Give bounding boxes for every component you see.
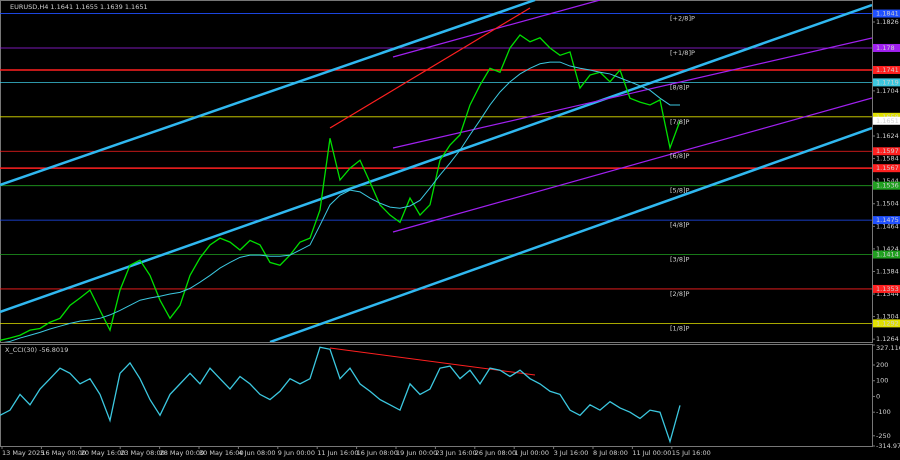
y-tick-label: 1.1424: [876, 245, 899, 253]
x-tick-label: 13 May 2025: [2, 449, 44, 457]
y-tick-label: 1.1584: [876, 155, 899, 163]
murrey-label: [+2/8]P: [670, 15, 695, 23]
level-label: 1.1414: [876, 251, 899, 259]
x-tick-label: 4 Jun 08:00: [238, 449, 275, 457]
x-tick-label: 9 Jun 00:00: [278, 449, 315, 457]
x-tick-label: 15 Jul 16:00: [672, 449, 711, 457]
level-label: 1.1567: [876, 164, 899, 172]
y-tick-label: 1.1704: [876, 87, 899, 95]
murrey-label: [5/8]P: [670, 187, 690, 195]
level-tag: [873, 65, 900, 74]
cci-frame: [0, 344, 873, 447]
cci-tick-label: 200: [876, 361, 888, 369]
y-tick-label: 1.1826: [876, 18, 899, 26]
x-tick-label: 23 May 08:00: [120, 449, 165, 457]
murrey-label: [7/8]P: [670, 118, 690, 126]
level-label: 1.1719: [876, 78, 899, 86]
y-tick-label: 1.1304: [876, 313, 899, 321]
cci-tick-label: 327.116: [876, 344, 900, 352]
level-tag: [873, 43, 900, 52]
level-label: 1.178: [876, 44, 895, 52]
x-tick-label: 11 Jun 16:00: [317, 449, 358, 457]
level-label: 1.1597: [876, 147, 899, 155]
murrey-label: [3/8]P: [670, 256, 690, 264]
level-label: 1.1841: [876, 10, 899, 18]
level-tag: [873, 78, 900, 87]
level-label: 1.1741: [876, 66, 899, 74]
drawings: [0, 0, 872, 342]
x-tick-label: 23 Jun 16:00: [435, 449, 476, 457]
y-tick-label: 1.1504: [876, 200, 899, 208]
murrey-label: [1/8]P: [670, 324, 690, 332]
current-price-tag: [873, 116, 900, 125]
y-tick-label: 1.1464: [876, 222, 899, 230]
y-tick-label: 1.1384: [876, 267, 899, 275]
level-label: 1.1353: [876, 285, 899, 293]
y-tick-label: 1.1264: [876, 335, 899, 343]
trend-line: [329, 7, 531, 129]
x-tick-label: 30 May 16:00: [199, 449, 244, 457]
channel-line: [269, 126, 872, 342]
y-tick-label: 1.1624: [876, 132, 899, 140]
series-line: [0, 346, 681, 444]
cci-tick-label: -250: [876, 432, 891, 440]
series-line: [0, 34, 681, 341]
level-tag: [873, 216, 900, 225]
cci-tick-label: 0: [876, 392, 880, 400]
price-frame: [0, 0, 873, 343]
level-tag: [873, 147, 900, 156]
level-tag: [873, 181, 900, 190]
x-tick-label: 26 Jun 08:00: [475, 449, 516, 457]
level-tag: [873, 319, 900, 328]
level-label: 1.1292: [876, 319, 899, 327]
channel-line: [0, 0, 536, 187]
cci-tick-label: -314.976: [876, 442, 900, 450]
x-tick-label: 28 May 00:00: [160, 449, 205, 457]
murrey-label: [4/8]P: [670, 221, 690, 229]
channel-line: [0, 3, 872, 314]
x-tick-label: 3 Jul 16:00: [554, 449, 589, 457]
x-tick-label: 16 Jun 08:00: [357, 449, 398, 457]
series-line: [3, 61, 680, 342]
level-tag: [873, 284, 900, 293]
chart-title: EURUSD,H4 1.1641 1.1655 1.1639 1.1651: [10, 3, 148, 11]
channel-line: [392, 97, 872, 233]
level-label: 1.1536: [876, 182, 899, 190]
murrey-label: [+1/8]P: [670, 49, 695, 57]
current-price-label: 1.1651: [876, 117, 899, 125]
cci-title: X_CCI(30) -56.8019: [5, 346, 68, 354]
x-tick-label: 16 May 00:00: [41, 449, 86, 457]
cci-tick-label: -100: [876, 408, 891, 416]
y-tick-label: 1.1544: [876, 177, 899, 185]
murrey-label: [2/8]P: [670, 290, 690, 298]
level-tag: [873, 164, 900, 173]
level-tag: [873, 250, 900, 259]
x-tick-label: 8 Jul 08:00: [593, 449, 628, 457]
murrey-label: [6/8]P: [670, 152, 690, 160]
y-tick-label: 1.1344: [876, 290, 899, 298]
channel-line: [392, 37, 872, 149]
level-tag: [873, 9, 900, 18]
x-tick-label: 1 Jul 00:00: [514, 449, 549, 457]
x-tick-label: 20 May 16:00: [81, 449, 126, 457]
cci-tick-label: 100: [876, 377, 888, 385]
level-label: 1.1475: [876, 216, 899, 224]
x-tick-label: 19 Jun 00:00: [396, 449, 437, 457]
murrey-label: [8/8]P: [670, 83, 690, 91]
x-tick-label: 11 Jul 00:00: [632, 449, 671, 457]
